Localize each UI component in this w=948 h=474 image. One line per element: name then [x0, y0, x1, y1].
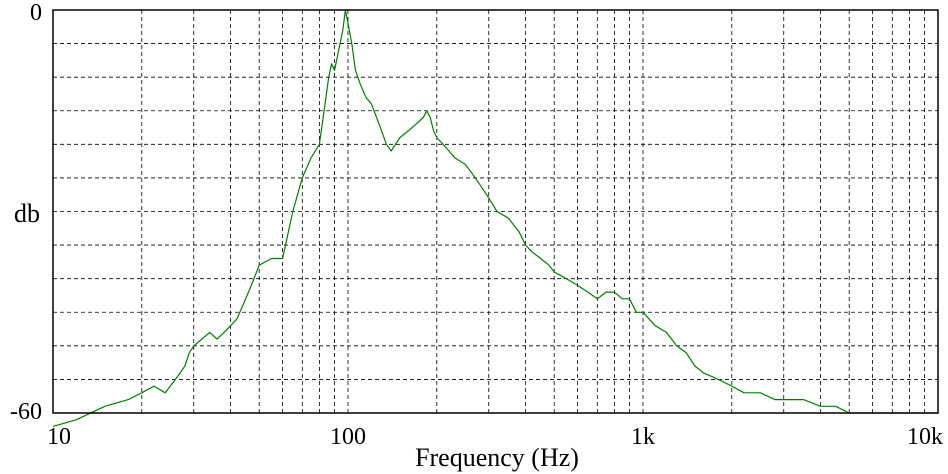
x-tick-label: 100: [330, 424, 366, 450]
y-tick-label: 0: [30, 0, 42, 26]
x-tick-label: 10: [47, 424, 71, 450]
x-axis-label: Frequency (Hz): [415, 443, 579, 472]
x-tick-labels: 10 100 1k 10k: [47, 424, 943, 450]
x-tick-label: 10k: [907, 424, 943, 450]
x-tick-label: 1k: [631, 424, 655, 450]
plot-series-layer: [52, 9, 938, 427]
y-axis-label: db: [14, 199, 40, 228]
y-tick-labels: 0 -60: [10, 0, 42, 425]
y-tick-label: -60: [10, 399, 42, 425]
grid-lines: [53, 10, 938, 413]
series-line-1: [52, 9, 938, 427]
plot-frame: [52, 9, 939, 414]
